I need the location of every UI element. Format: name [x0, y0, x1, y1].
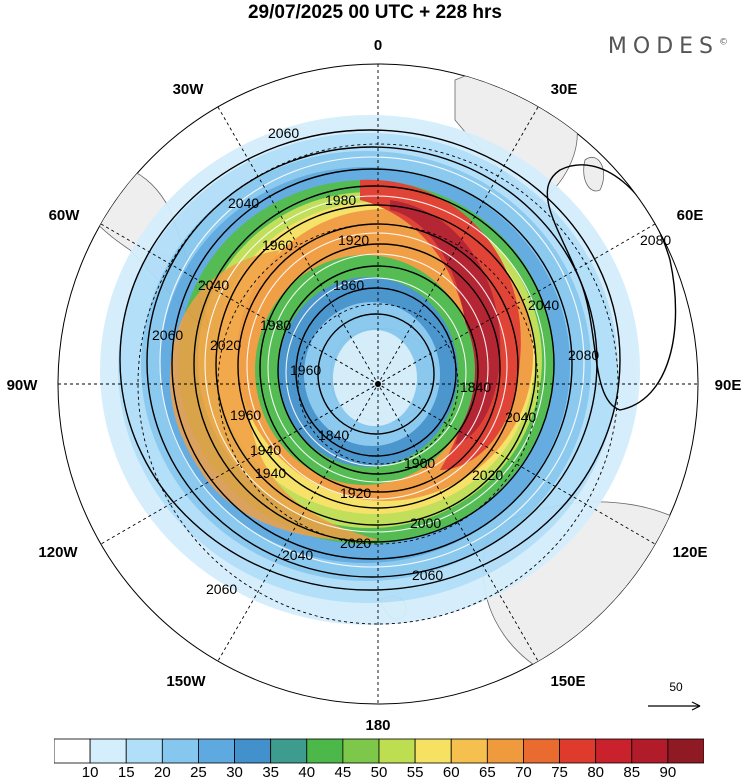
- contour-label: 2020: [340, 535, 371, 551]
- colorbar-swatch: [631, 738, 669, 764]
- contour-label: 2040: [528, 297, 559, 313]
- contour-label: 2060: [206, 581, 237, 597]
- contour-label: 2040: [505, 409, 536, 425]
- colorbar-swatch: [486, 738, 524, 764]
- chart-title: 29/07/2025 00 UTC + 228 hrs: [247, 2, 503, 23]
- wind-speed-shading: [100, 115, 640, 625]
- colorbar: [54, 738, 704, 764]
- colorbar-tick-label: 30: [226, 764, 243, 781]
- wind-streamlines: [159, 156, 585, 568]
- colorbar-tick-label: 80: [587, 764, 604, 781]
- contour-label: 2000: [410, 515, 441, 531]
- colorbar-swatch: [198, 738, 235, 764]
- contour-label: 1940: [250, 442, 281, 458]
- contour-label: 1840: [460, 379, 491, 395]
- contour-label: 1960: [262, 237, 293, 253]
- contour-label: 2080: [640, 232, 671, 248]
- contour-label: 1980: [325, 192, 356, 208]
- colorbar-swatch: [559, 738, 597, 764]
- colorbar-swatch: [667, 738, 704, 764]
- colorbar-swatch: [234, 738, 272, 764]
- colorbar-tick-label: 85: [623, 764, 641, 781]
- colorbar-swatch: [378, 738, 416, 764]
- contour-label: 1940: [255, 465, 286, 481]
- contour-label-group: 2060 2040 2040 2060 2020 1980 1960 1920 …: [152, 125, 671, 597]
- lon-label-0: 0: [374, 37, 382, 54]
- contour-label: 2080: [568, 347, 599, 363]
- polar-map: 2060 2040 2040 2060 2020 1980 1960 1920 …: [7, 37, 742, 730]
- lon-label-60e: 60E: [677, 207, 704, 224]
- colorbar-tick-label: 45: [334, 764, 352, 781]
- lon-label-60w: 60W: [49, 207, 81, 224]
- colorbar-swatch: [306, 738, 344, 764]
- colorbar-tick-label: 50: [370, 764, 388, 781]
- contour-label: 1840: [318, 427, 349, 443]
- lon-label-120e: 120E: [672, 544, 707, 561]
- colorbar-tick-label: 60: [442, 764, 460, 781]
- lon-label-90e: 90E: [715, 377, 742, 394]
- contour-label: 1900: [404, 455, 435, 471]
- colorbar-swatch: [89, 738, 127, 764]
- lon-label-150w: 150W: [166, 673, 206, 690]
- lon-label-180: 180: [365, 717, 390, 730]
- colorbar-tick-label: 10: [81, 764, 99, 781]
- colorbar-tick-label: 40: [298, 764, 316, 781]
- lon-label-150e: 150E: [550, 673, 585, 690]
- lon-label-30e: 30E: [551, 81, 578, 98]
- colorbar-swatch: [125, 738, 163, 764]
- colorbar-tick-label: 90: [659, 764, 677, 781]
- colorbar-swatch: [270, 738, 308, 764]
- colorbar-tick-label: 75: [551, 764, 568, 781]
- contour-label: 2060: [412, 567, 443, 583]
- colorbar-ticks: 10 15 20 25 30 35 40 45 50 55 60 65 70 75 80 85 90: [54, 764, 704, 782]
- contour-label: 1960: [290, 362, 321, 378]
- colorbar-tick-label: 15: [117, 764, 135, 781]
- modes-logo: MODES©: [607, 34, 728, 59]
- reference-vector-label: 50: [669, 680, 683, 694]
- colorbar-tick-label: 70: [515, 764, 532, 781]
- contour-label: 2060: [268, 125, 299, 141]
- lon-label-120w: 120W: [38, 544, 78, 561]
- contour-label: 2040: [228, 195, 259, 211]
- colorbar-swatch: [523, 738, 560, 764]
- colorbar-swatch: [595, 738, 633, 764]
- reference-vector: [648, 701, 701, 711]
- contour-label: 2040: [198, 277, 229, 293]
- contour-label: 2060: [152, 327, 183, 343]
- height-contours: [119, 129, 677, 591]
- contour-label: 1860: [333, 277, 364, 293]
- colorbar-swatch: [450, 738, 488, 764]
- colorbar-tick-label: 35: [262, 764, 279, 781]
- south-pole-marker: [375, 381, 381, 387]
- colorbar-tick-label: 55: [406, 764, 424, 781]
- colorbar-tick-label: 25: [190, 764, 207, 781]
- contour-label: 1980: [260, 317, 291, 333]
- colorbar-swatch: [161, 738, 199, 764]
- contour-label: 1920: [340, 485, 371, 501]
- contour-label: 1960: [230, 407, 261, 423]
- colorbar-tick-label: 65: [478, 764, 496, 781]
- colorbar-tick-label: 20: [153, 764, 171, 781]
- colorbar-swatch: [54, 738, 91, 764]
- lon-label-90w: 90W: [7, 377, 39, 394]
- colorbar-swatch: [342, 738, 380, 764]
- lon-label-30w: 30W: [173, 81, 205, 98]
- contour-label: 2020: [472, 467, 503, 483]
- contour-label: 1920: [338, 232, 369, 248]
- contour-label: 2020: [210, 337, 241, 353]
- longitude-labels: 0 30E 60E 90E 120E 150E 180 150W 120W 90…: [7, 37, 742, 730]
- contour-label: 2040: [282, 547, 313, 563]
- colorbar-swatch: [414, 738, 452, 764]
